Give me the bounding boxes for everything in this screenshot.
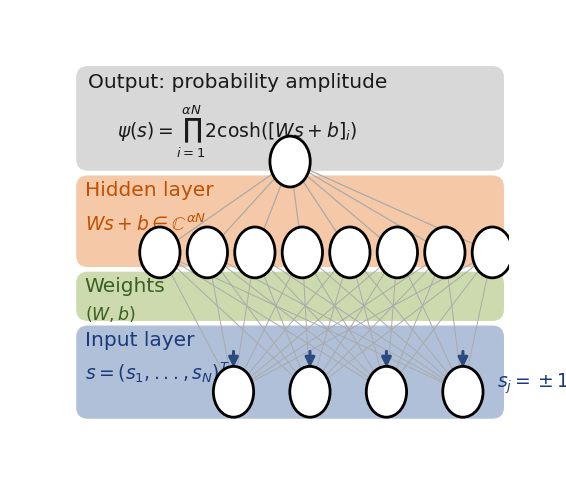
Text: $(W,b)$: $(W,b)$ [85,304,136,324]
Ellipse shape [424,227,465,278]
Ellipse shape [330,227,370,278]
Text: $s_j = \pm 1$: $s_j = \pm 1$ [497,372,566,396]
Ellipse shape [366,366,406,417]
Ellipse shape [235,227,275,278]
FancyBboxPatch shape [76,272,504,321]
Ellipse shape [472,227,512,278]
Text: $Ws + b \in \mathbb{C}^{\alpha N}$: $Ws + b \in \mathbb{C}^{\alpha N}$ [85,213,206,234]
Ellipse shape [213,366,254,417]
Text: Output: probability amplitude: Output: probability amplitude [88,73,387,92]
Ellipse shape [377,227,418,278]
Ellipse shape [290,366,330,417]
FancyBboxPatch shape [76,175,504,267]
FancyBboxPatch shape [76,66,504,171]
Text: Input layer: Input layer [85,331,194,350]
Text: Weights: Weights [85,277,165,296]
Text: $s = (s_1,...,s_N)^T$: $s = (s_1,...,s_N)^T$ [85,360,230,385]
Ellipse shape [270,136,310,187]
Ellipse shape [140,227,180,278]
Text: $\psi(s) = \prod_{i=1}^{\alpha N} 2\cosh([Ws+b]_i)$: $\psi(s) = \prod_{i=1}^{\alpha N} 2\cosh… [117,104,358,160]
Ellipse shape [443,366,483,417]
Ellipse shape [282,227,323,278]
FancyBboxPatch shape [76,325,504,419]
Ellipse shape [187,227,228,278]
Text: Hidden layer: Hidden layer [85,181,213,200]
